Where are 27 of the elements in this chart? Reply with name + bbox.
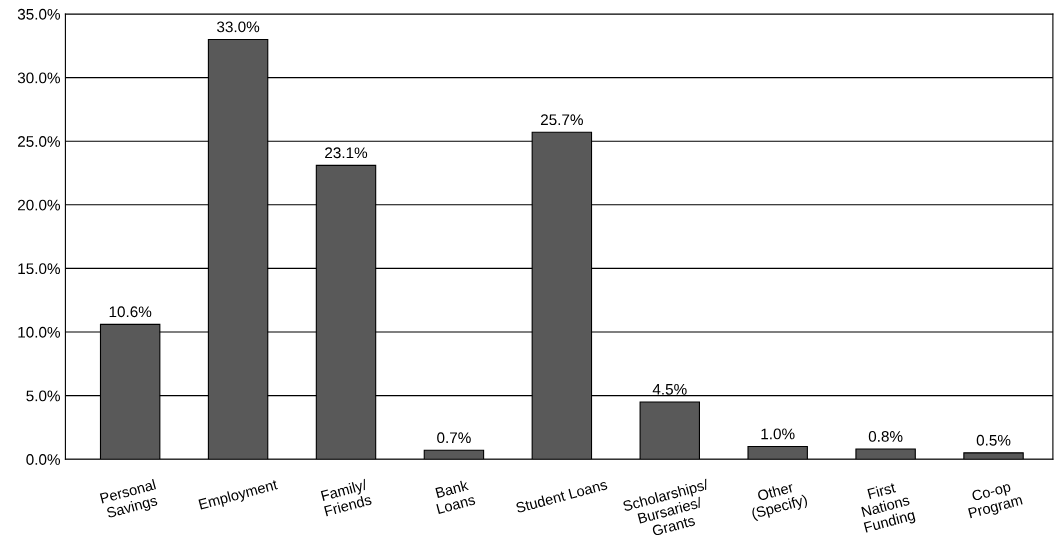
- data-label: 25.7%: [540, 114, 583, 126]
- x-tick-label: Bank Loans: [435, 479, 476, 515]
- y-tick-label: 25.0%: [18, 136, 61, 147]
- y-tick-label: 20.0%: [18, 199, 61, 211]
- data-label: 4.5%: [652, 384, 687, 395]
- y-tick-label: 15.0%: [18, 263, 61, 275]
- x-tick-label: Student Loans: [515, 478, 608, 514]
- data-label: 33.0%: [217, 21, 260, 33]
- x-tick-label: Co-op Program: [968, 481, 1024, 522]
- data-label: 1.0%: [761, 428, 795, 440]
- data-label: 10.6%: [109, 306, 152, 318]
- data-label: 0.7%: [437, 432, 471, 444]
- bar: [423, 449, 485, 460]
- bar: [855, 448, 916, 460]
- y-tick-label: 30.0%: [17, 72, 61, 84]
- bar: [747, 445, 808, 460]
- bar: [963, 452, 1024, 460]
- y-tick-label: 5.0%: [26, 390, 61, 402]
- data-label: 0.5%: [976, 434, 1011, 446]
- x-tick-label: Family/ Friends: [320, 478, 373, 517]
- data-label: 23.1%: [325, 147, 368, 159]
- x-tick-label: First Nations Funding: [861, 481, 916, 536]
- y-tick-label: 0.0%: [26, 454, 61, 465]
- bar: [639, 401, 701, 460]
- data-label: 0.8%: [868, 431, 903, 442]
- y-tick-label: 10.0%: [18, 326, 61, 338]
- y-tick-label: 35.0%: [17, 8, 61, 20]
